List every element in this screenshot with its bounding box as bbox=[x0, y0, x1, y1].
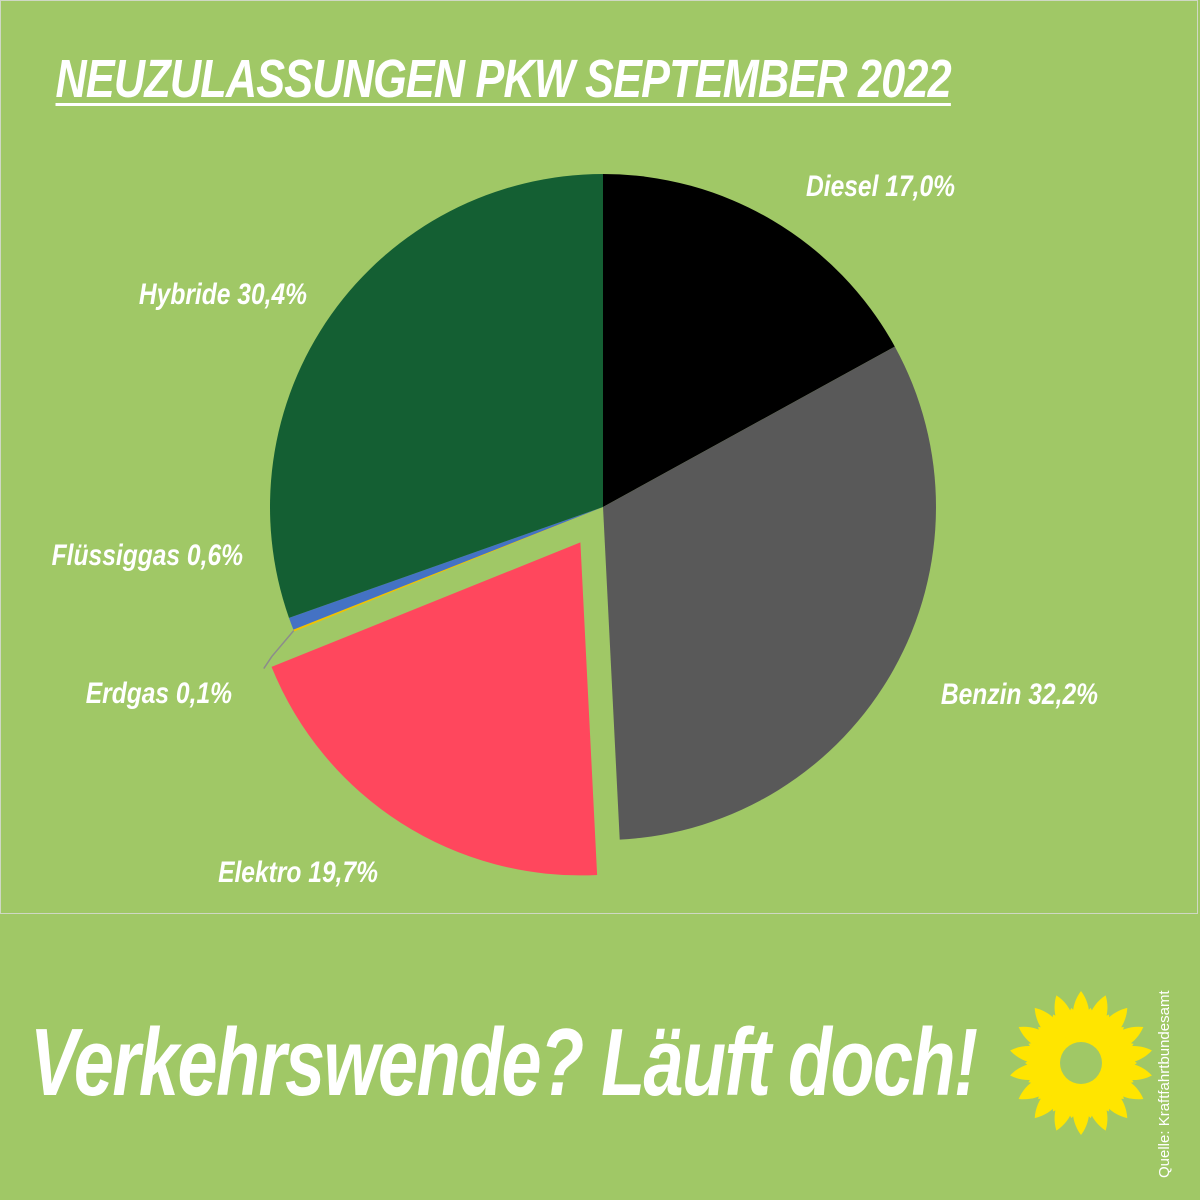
pie-slice-4 bbox=[288, 507, 603, 630]
pie-slice-1 bbox=[603, 346, 937, 840]
pie-slice-5 bbox=[270, 174, 603, 618]
sunflower-icon bbox=[1010, 991, 1152, 1135]
slice-label-3: Erdgas 0,1% bbox=[86, 676, 232, 710]
slice-label-4: Flüssiggas 0,6% bbox=[52, 538, 243, 572]
slice-label-5: Hybride 30,4% bbox=[139, 277, 307, 311]
pie-chart: Diesel 17,0% Benzin 32,2% Elektro 19,7% Erd… bbox=[52, 169, 1098, 889]
pie-slice-2 bbox=[271, 542, 598, 876]
slice-label-0: Diesel 17,0% bbox=[806, 169, 955, 203]
source-note: Quelle: Kraftfahrtbundesamt bbox=[1156, 990, 1173, 1178]
footer-panel bbox=[0, 920, 1200, 1200]
slice-label-2: Elektro 19,7% bbox=[218, 855, 378, 889]
slogan: Verkehrswende? Läuft doch! bbox=[30, 1009, 978, 1116]
pie-slice-3 bbox=[293, 507, 603, 632]
slice-label-1: Benzin 32,2% bbox=[941, 677, 1098, 711]
leader-line bbox=[263, 630, 295, 669]
chart-title: NEUZULASSUNGEN PKW SEPTEMBER 2022 bbox=[55, 49, 952, 109]
pie-slice-0 bbox=[603, 174, 895, 507]
